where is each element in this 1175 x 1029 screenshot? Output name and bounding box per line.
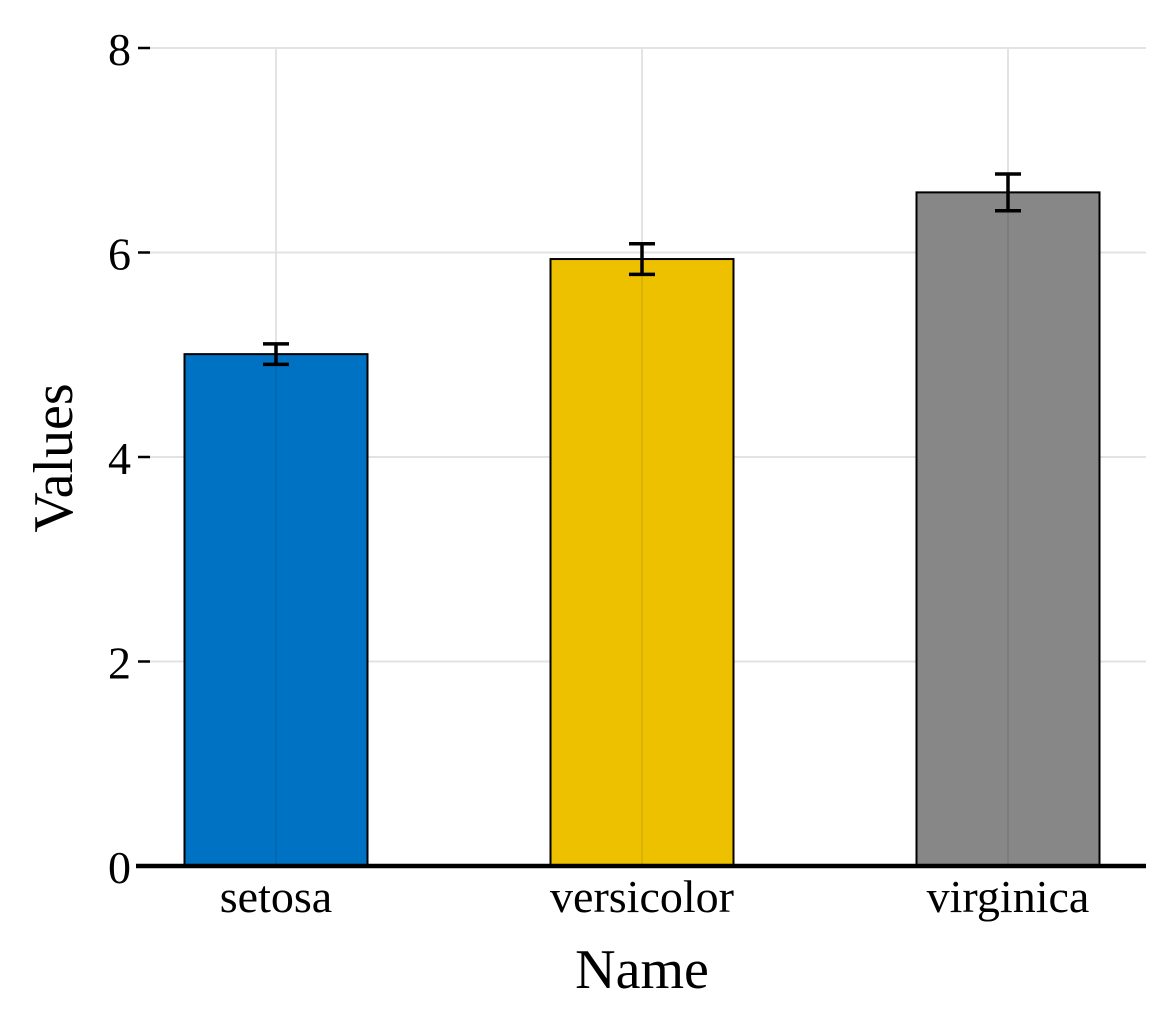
x-tick-label-setosa: setosa	[220, 871, 332, 922]
bar-versicolor	[549, 258, 735, 867]
x-tick-label-virginica: virginica	[927, 871, 1090, 922]
y-tick-label-1: 2	[108, 638, 131, 689]
error-bar-setosa	[263, 342, 289, 367]
bars	[183, 191, 1101, 867]
x-axis-label: Name	[575, 939, 709, 1001]
y-tick-label-4: 8	[108, 24, 131, 75]
error-bars	[263, 172, 1021, 367]
y-axis-label: Values	[23, 383, 85, 532]
y-tick-label-2: 4	[108, 433, 131, 484]
y-tick-label-0: 0	[108, 842, 131, 893]
error-bar-virginica	[995, 172, 1021, 213]
vertical-grid-overlay	[275, 192, 1009, 866]
axes: 0 2 4 6 8 setosa versicolor virginica	[108, 24, 1146, 922]
bar-virginica	[915, 191, 1101, 867]
error-bar-versicolor	[629, 241, 655, 277]
x-tick-label-versicolor: versicolor	[550, 871, 734, 922]
y-tick-label-3: 6	[108, 229, 131, 280]
